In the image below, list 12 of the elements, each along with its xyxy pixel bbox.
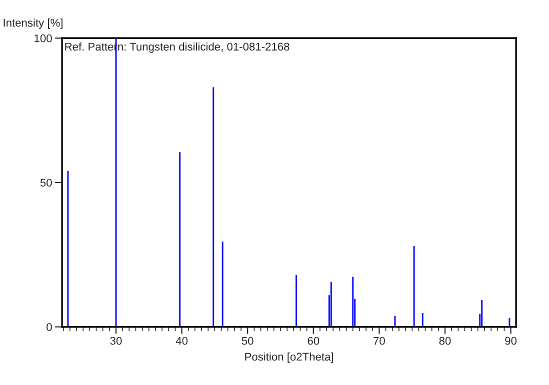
x-tick-label: 40	[176, 336, 188, 345]
x-tick-label: 50	[242, 336, 254, 345]
y-tick-label: 50	[40, 178, 52, 187]
x-tick-label: 60	[308, 336, 320, 345]
y-tick-label: 0	[46, 323, 52, 331]
x-tick-label: 80	[439, 336, 451, 345]
x-tick-label: 90	[505, 336, 517, 345]
x-tick-label: 30	[110, 336, 122, 345]
y-tick-label: 100	[34, 34, 52, 42]
x-tick-label: 70	[374, 336, 385, 345]
y-axis-title: Intensity [%]	[4, 18, 62, 29]
x-axis-title: Position [o2Theta]	[245, 352, 334, 363]
